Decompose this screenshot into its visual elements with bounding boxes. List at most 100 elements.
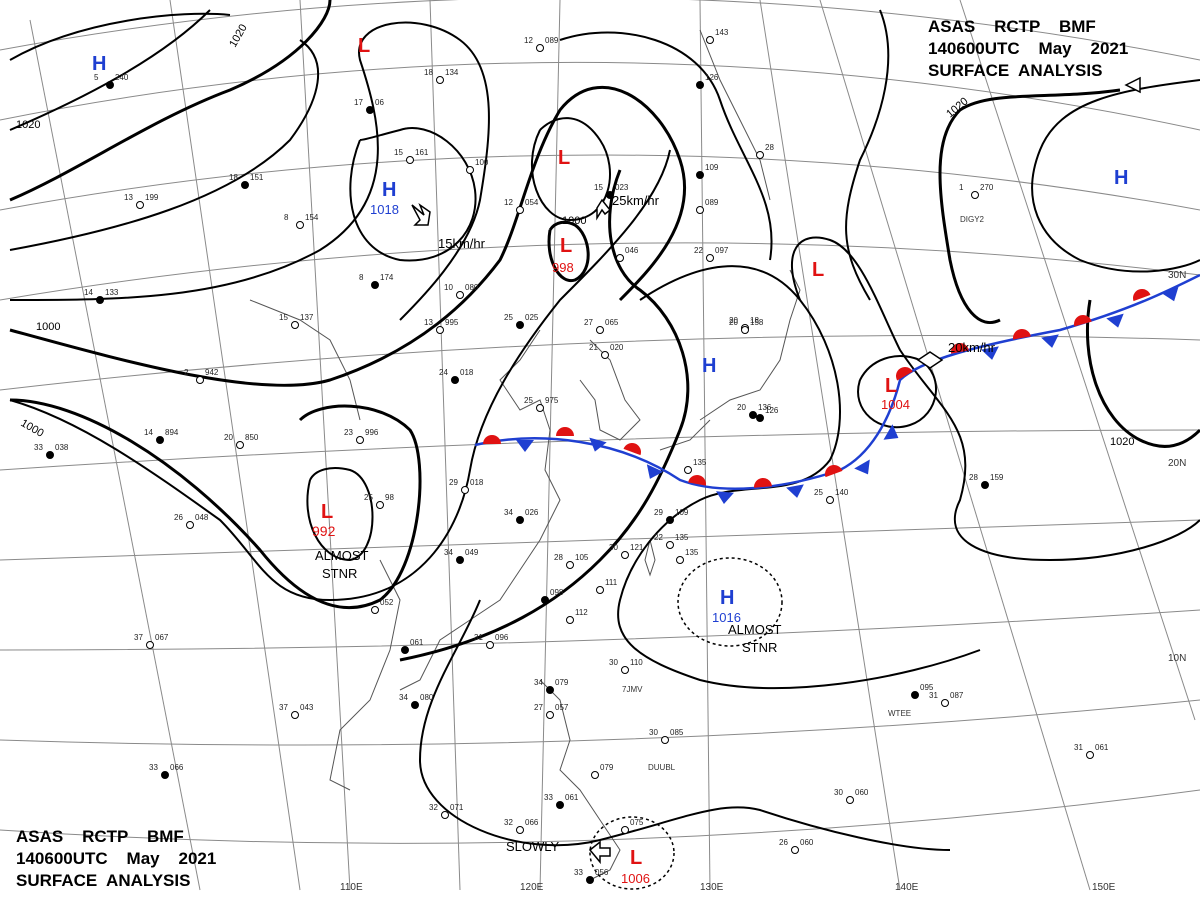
coastline-china	[399, 329, 561, 691]
station-temperature: 13	[124, 193, 133, 202]
station-circle	[366, 106, 374, 114]
station-circle	[96, 296, 104, 304]
station-plot: 046	[616, 246, 639, 262]
station-plot: 20 850	[224, 433, 259, 449]
station-circle	[516, 516, 524, 524]
isobar	[9, 398, 422, 610]
station-plot: 28 105	[554, 553, 589, 569]
station-pressure: 126	[765, 406, 779, 415]
station-circle	[456, 556, 464, 564]
dotted-isobar-low	[589, 816, 675, 890]
warm-front-semicircle	[623, 443, 641, 456]
station-temperature: 20	[729, 318, 738, 327]
station-pressure: 097	[715, 246, 729, 255]
station-plot: 13 995	[424, 318, 459, 334]
station-plot: 27 057	[534, 703, 569, 719]
station-circle	[621, 551, 629, 559]
station-plot: 33 056	[574, 868, 609, 884]
station-temperature: 12	[524, 36, 533, 45]
stationary-label: ALMOST	[728, 622, 782, 637]
movement-speed-label: 15km/hr	[438, 236, 486, 251]
header-line: ASAS RCTP BMF	[928, 17, 1096, 36]
cold-front-triangle	[1041, 334, 1059, 348]
station-circle	[461, 486, 469, 494]
isobar	[9, 149, 671, 602]
station-temperature: 30	[609, 543, 618, 552]
station-temperature: 33	[574, 868, 583, 877]
station-pressure: 135	[693, 458, 707, 467]
station-circle	[356, 436, 364, 444]
meridian-line	[169, 0, 301, 891]
station-pressure: 023	[615, 183, 629, 192]
station-plot: 14 133	[84, 288, 119, 304]
station-circle	[601, 351, 609, 359]
station-pressure: 199	[145, 193, 159, 202]
station-pressure: 135	[675, 533, 689, 542]
high-center-symbol: H	[702, 355, 716, 377]
station-plot: 112	[566, 608, 588, 624]
latitude-label: 10N	[1168, 653, 1186, 664]
station-temperature: 27	[534, 703, 543, 712]
station-temperature: 31	[929, 691, 938, 700]
station-temperature: 13	[424, 318, 433, 327]
coastline-japan	[659, 269, 801, 451]
isobar	[9, 9, 211, 131]
graticule-labels: 110E 120E 130E 140E 150E 30N 20N 10N	[340, 270, 1186, 893]
warm-front-semicircle	[1013, 329, 1031, 340]
graticule	[0, 0, 1200, 891]
station-circle	[911, 691, 919, 699]
station-pressure: 056	[595, 868, 609, 877]
station-circle	[296, 221, 304, 229]
pressure-centers: H L H 1018 L L 998 H L H L 1004 L 992 H …	[92, 35, 1128, 886]
station-temperature: 18	[424, 68, 433, 77]
station-plot: 30 121	[609, 543, 644, 559]
station-circle	[486, 641, 494, 649]
high-center-symbol: H	[92, 53, 106, 75]
station-circle	[696, 81, 704, 89]
station-circle	[436, 326, 444, 334]
station-temperature: 20	[729, 316, 738, 325]
annotations: 15km/hr 25km/hr 20km/hr 1000 ALMOST STNR…	[315, 193, 996, 854]
station-pressure: 048	[195, 513, 209, 522]
station-pressure: 111	[605, 578, 618, 587]
header-line: SURFACE ANALYSIS	[928, 61, 1103, 80]
stationary-label: STNR	[742, 640, 777, 655]
latitude-line	[0, 154, 1200, 211]
station-circle	[586, 876, 594, 884]
high-center-symbol: H	[720, 587, 734, 609]
low-center-symbol: L	[358, 35, 370, 57]
station-circle	[556, 801, 564, 809]
latitude-line	[0, 242, 1200, 301]
station-circle	[136, 201, 144, 209]
station-circle	[236, 441, 244, 449]
station-pressure: 079	[555, 678, 569, 687]
meridian-line	[299, 0, 351, 891]
station-circle	[706, 254, 714, 262]
isobar	[399, 169, 690, 662]
station-plot: 18 151	[229, 173, 264, 189]
latitude-line	[0, 0, 1200, 61]
station-circle	[46, 451, 54, 459]
station-pressure: 061	[565, 793, 579, 802]
station-temperature: 5	[94, 73, 99, 82]
latitude-line	[0, 699, 1200, 746]
cold-front-triangle	[1106, 313, 1124, 328]
station-pressure: 066	[170, 763, 184, 772]
isobar	[938, 88, 1121, 324]
station-circle	[156, 436, 164, 444]
station-pressure: 100	[475, 158, 489, 167]
station-pressure: 975	[545, 396, 559, 405]
station-pressure: 850	[245, 433, 259, 442]
station-circle	[606, 191, 614, 199]
longitude-label: 140E	[895, 882, 919, 893]
station-plot: 17 06	[354, 98, 384, 114]
station-pressure: 110	[630, 658, 643, 667]
isobar	[857, 355, 937, 429]
station-circle	[241, 181, 249, 189]
coastline-north	[249, 299, 361, 421]
station-pressure: 061	[1095, 743, 1109, 752]
station-circle	[546, 686, 554, 694]
low-center-symbol: L	[560, 235, 572, 257]
station-pressure: 080	[465, 283, 479, 292]
station-temperature: 14	[84, 288, 93, 297]
